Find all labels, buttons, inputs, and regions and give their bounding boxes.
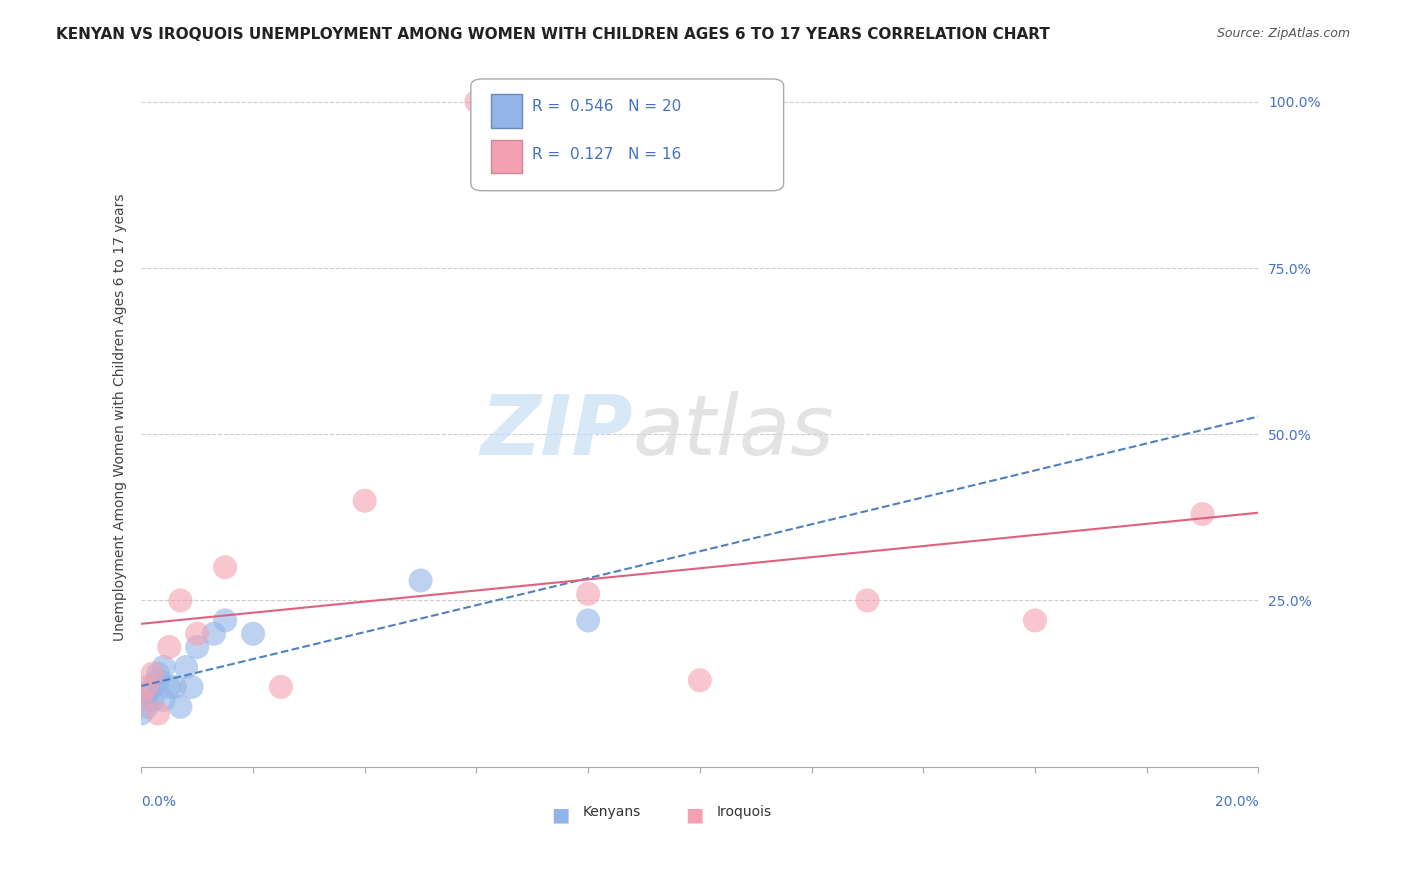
- Point: [1191, 507, 1213, 521]
- Point: [689, 673, 711, 688]
- Point: [157, 680, 180, 694]
- Point: [270, 680, 292, 694]
- Text: Source: ZipAtlas.com: Source: ZipAtlas.com: [1216, 27, 1350, 40]
- Point: [141, 680, 163, 694]
- Point: [1024, 614, 1046, 628]
- Point: [576, 614, 599, 628]
- Point: [214, 560, 236, 574]
- Point: [186, 626, 208, 640]
- Point: [242, 626, 264, 640]
- Point: [163, 680, 186, 694]
- FancyBboxPatch shape: [471, 79, 783, 191]
- Point: [169, 699, 191, 714]
- Text: R =  0.546   N = 20: R = 0.546 N = 20: [533, 99, 682, 114]
- Point: [152, 693, 174, 707]
- Text: atlas: atlas: [633, 391, 834, 472]
- Point: [157, 640, 180, 654]
- Point: [131, 693, 153, 707]
- Point: [856, 593, 879, 607]
- Text: ■: ■: [551, 805, 569, 824]
- FancyBboxPatch shape: [491, 95, 522, 128]
- Point: [146, 706, 169, 721]
- Point: [576, 587, 599, 601]
- Point: [135, 699, 157, 714]
- Point: [141, 693, 163, 707]
- Point: [174, 660, 197, 674]
- Text: R =  0.127   N = 16: R = 0.127 N = 16: [533, 147, 682, 161]
- Point: [131, 706, 153, 721]
- Text: Iroquois: Iroquois: [717, 805, 772, 819]
- Text: ■: ■: [685, 805, 703, 824]
- Point: [186, 640, 208, 654]
- Text: 0.0%: 0.0%: [142, 795, 176, 809]
- Point: [146, 673, 169, 688]
- Point: [135, 680, 157, 694]
- Text: ZIP: ZIP: [481, 391, 633, 472]
- FancyBboxPatch shape: [491, 140, 522, 173]
- Point: [353, 493, 375, 508]
- Point: [409, 574, 432, 588]
- Point: [214, 614, 236, 628]
- Point: [169, 593, 191, 607]
- Point: [180, 680, 202, 694]
- Point: [135, 687, 157, 701]
- Text: 20.0%: 20.0%: [1215, 795, 1258, 809]
- Y-axis label: Unemployment Among Women with Children Ages 6 to 17 years: Unemployment Among Women with Children A…: [114, 194, 128, 641]
- Point: [141, 666, 163, 681]
- Text: KENYAN VS IROQUOIS UNEMPLOYMENT AMONG WOMEN WITH CHILDREN AGES 6 TO 17 YEARS COR: KENYAN VS IROQUOIS UNEMPLOYMENT AMONG WO…: [56, 27, 1050, 42]
- Point: [465, 95, 488, 109]
- Text: Kenyans: Kenyans: [582, 805, 641, 819]
- Point: [146, 666, 169, 681]
- Point: [202, 626, 225, 640]
- Point: [152, 660, 174, 674]
